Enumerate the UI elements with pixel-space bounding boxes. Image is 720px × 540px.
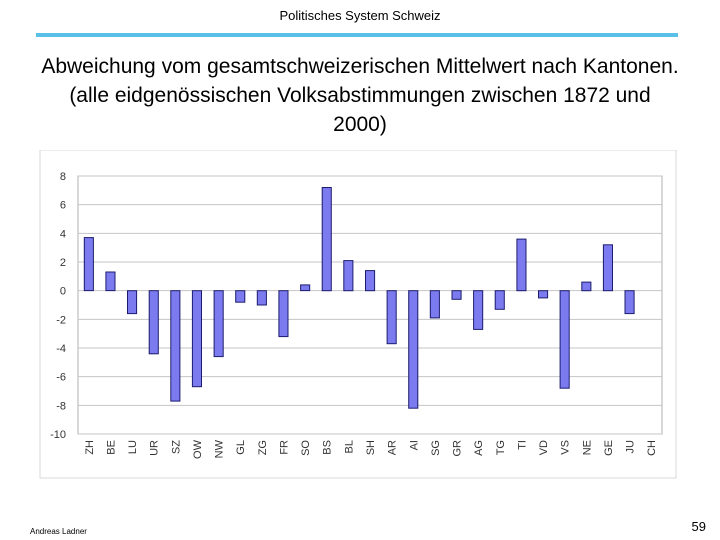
bar-chart: 8 6 4 2 0 -2 -4 -6 -8 -10 ZH BE LU UR SZ OW NW GL ZG FR SO BS… bbox=[39, 150, 677, 479]
y-tick-label: 2 bbox=[60, 257, 66, 269]
y-tick-label: -2 bbox=[56, 314, 66, 326]
x-tick-label: AG bbox=[473, 440, 485, 456]
y-tick-label: -10 bbox=[50, 429, 66, 441]
y-tick-label: -8 bbox=[56, 400, 66, 412]
bar-ge bbox=[602, 244, 614, 292]
x-tick-label: BE bbox=[105, 440, 117, 455]
bar-be bbox=[105, 271, 116, 292]
bar-so bbox=[300, 284, 311, 292]
bar-gl bbox=[235, 290, 246, 303]
plot-area bbox=[77, 175, 663, 435]
bar-tg bbox=[494, 290, 505, 310]
x-tick-label: TI bbox=[516, 440, 528, 450]
bar-ur bbox=[148, 290, 159, 355]
bar-zh bbox=[83, 237, 94, 292]
x-tick-label: LU bbox=[127, 440, 139, 454]
header-title: Politisches System Schweiz bbox=[279, 8, 441, 23]
x-tick-label: CH bbox=[646, 440, 658, 456]
bar-vd bbox=[538, 290, 549, 299]
x-tick-label: SH bbox=[365, 440, 377, 455]
y-tick-label: 4 bbox=[60, 228, 66, 240]
bar-ar bbox=[386, 290, 397, 345]
x-tick-label: AI bbox=[408, 440, 420, 450]
bar-zg bbox=[256, 290, 267, 306]
bar-nw bbox=[213, 290, 224, 358]
bar-vs bbox=[559, 290, 570, 389]
y-tick-label: -6 bbox=[56, 372, 66, 384]
bar-sg bbox=[429, 290, 440, 319]
slide-title: Abweichung vom gesamtschweizerischen Mit… bbox=[41, 55, 679, 136]
bar-ti bbox=[516, 238, 527, 292]
x-tick-label: SZ bbox=[170, 440, 182, 454]
x-tick-label: ZH bbox=[84, 440, 96, 455]
x-tick-label: GL bbox=[235, 440, 247, 455]
x-tick-label: VD bbox=[538, 440, 550, 455]
bar-bs bbox=[321, 187, 332, 292]
x-tick-label: FR bbox=[278, 440, 290, 455]
bar-ag bbox=[473, 290, 484, 330]
y-tick-label: -4 bbox=[56, 343, 66, 355]
bar-fr bbox=[278, 290, 289, 338]
bar-sh bbox=[365, 270, 376, 292]
y-tick-label: 6 bbox=[60, 200, 66, 212]
bar-lu bbox=[127, 290, 138, 315]
bar-ne bbox=[581, 281, 592, 292]
x-tick-label: UR bbox=[149, 440, 161, 456]
x-tick-label: GE bbox=[603, 440, 615, 456]
bar-sz bbox=[170, 290, 181, 402]
x-tick-label: BL bbox=[343, 440, 355, 453]
x-tick-label: VS bbox=[560, 440, 572, 455]
x-tick-label: OW bbox=[192, 439, 204, 459]
x-tick-label: SG bbox=[430, 440, 442, 456]
x-tick-label: AR bbox=[387, 440, 399, 455]
x-tick-label: ZG bbox=[257, 440, 269, 455]
x-tick-label: BS bbox=[322, 440, 334, 455]
footer-author: Andreas Ladner bbox=[30, 527, 87, 536]
x-tick-label: NE bbox=[581, 440, 593, 455]
bar-ju bbox=[624, 290, 635, 315]
y-tick-label: 0 bbox=[60, 286, 66, 298]
chart: 8 6 4 2 0 -2 -4 -6 -8 -10 ZH BE LU UR SZ OW NW GL ZG FR SO BS… bbox=[38, 150, 678, 480]
y-tick-label: 8 bbox=[60, 171, 66, 183]
bar-ow bbox=[191, 290, 202, 388]
x-tick-label: TG bbox=[495, 440, 507, 455]
header-rule bbox=[36, 33, 678, 37]
x-tick-label: NW bbox=[214, 439, 226, 458]
bar-bl bbox=[343, 260, 354, 292]
x-tick-label: SO bbox=[300, 440, 312, 456]
page-number: 59 bbox=[691, 519, 706, 534]
bar-gr bbox=[451, 290, 462, 300]
x-tick-label: GR bbox=[452, 440, 464, 457]
bar-ai bbox=[408, 290, 419, 409]
x-tick-label: JU bbox=[625, 440, 637, 454]
